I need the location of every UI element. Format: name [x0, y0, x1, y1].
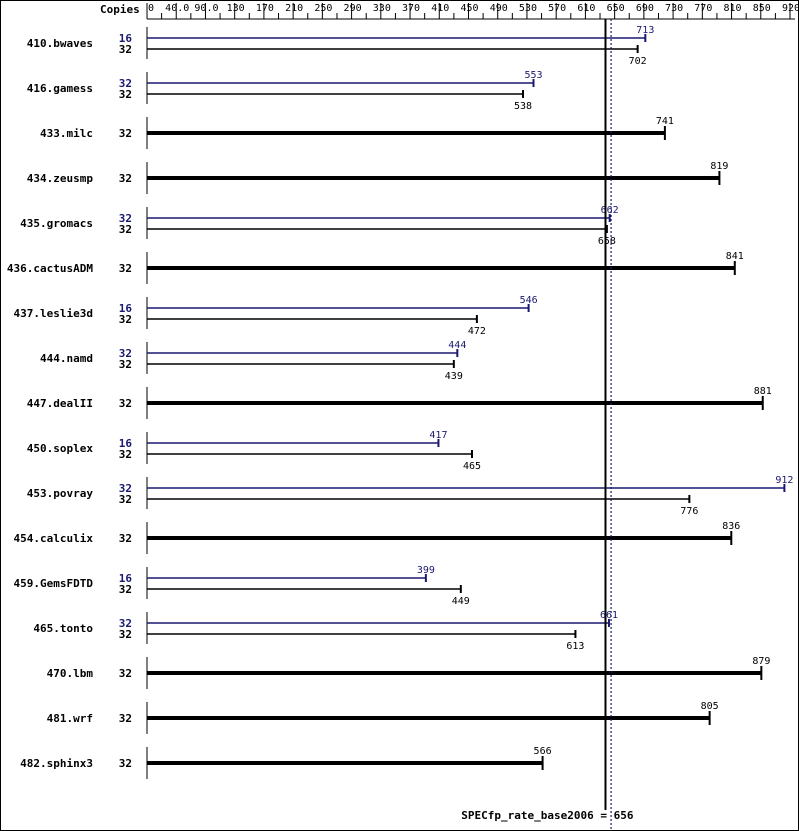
base-value-label: 836 — [722, 521, 740, 532]
base-copies: 32 — [119, 172, 132, 185]
tick-label: 530 — [519, 3, 537, 14]
base-value-label: 879 — [752, 656, 770, 667]
base-value-label: 776 — [680, 506, 698, 517]
copies-header: Copies — [100, 3, 140, 16]
tick-label: 690 — [636, 3, 654, 14]
benchmark-name: 437.leslie3d — [14, 307, 93, 320]
peak-copies: 32 — [119, 617, 132, 630]
base-value-label: 805 — [701, 701, 719, 712]
tick-label: 0 — [148, 3, 154, 14]
peak-value-label: 399 — [417, 565, 435, 576]
benchmark-name: 453.povray — [27, 487, 94, 500]
peak-value-label: 417 — [429, 430, 447, 441]
tick-label: 570 — [548, 3, 566, 14]
peak-value-label: 553 — [524, 70, 542, 81]
peak-value-label: 444 — [448, 340, 466, 351]
tick-label: 290 — [344, 3, 362, 14]
tick-label: 210 — [285, 3, 303, 14]
base-copies: 32 — [119, 448, 132, 461]
peak-copies: 16 — [119, 572, 133, 585]
base-copies: 32 — [119, 583, 132, 596]
benchmark-name: 481.wrf — [47, 712, 93, 725]
benchmark-name: 454.calculix — [14, 532, 94, 545]
tick-label: 90.0 — [194, 3, 218, 14]
tick-label: 730 — [665, 3, 683, 14]
peak-copies: 32 — [119, 347, 132, 360]
tick-label: 410 — [431, 3, 449, 14]
peak-copies: 32 — [119, 77, 132, 90]
benchmark-name: 410.bwaves — [27, 37, 93, 50]
tick-label: 490 — [490, 3, 508, 14]
base-copies: 32 — [119, 358, 132, 371]
base-copies: 32 — [119, 712, 132, 725]
tick-label: 40.0 — [165, 3, 189, 14]
base-copies: 32 — [119, 127, 132, 140]
base-reference-label: SPECfp_rate_base2006 = 656 — [461, 809, 634, 822]
tick-label: 370 — [402, 3, 420, 14]
peak-value-label: 713 — [636, 25, 654, 36]
benchmark-name: 447.dealII — [27, 397, 93, 410]
base-value-label: 819 — [710, 161, 728, 172]
base-copies: 32 — [119, 667, 132, 680]
benchmark-name: 459.GemsFDTD — [14, 577, 94, 590]
benchmark-name: 433.milc — [40, 127, 93, 140]
tick-label: 450 — [460, 3, 478, 14]
base-value-label: 472 — [468, 326, 486, 337]
peak-copies: 16 — [119, 32, 133, 45]
base-value-label: 881 — [754, 386, 772, 397]
base-copies: 32 — [119, 313, 132, 326]
tick-label: 170 — [256, 3, 274, 14]
peak-value-label: 662 — [601, 205, 619, 216]
benchmark-name: 435.gromacs — [20, 217, 93, 230]
base-value-label: 566 — [534, 746, 552, 757]
peak-value-label: 912 — [775, 475, 793, 486]
peak-value-label: 661 — [600, 610, 618, 621]
tick-label: 650 — [607, 3, 625, 14]
base-value-label: 449 — [452, 596, 470, 607]
base-copies: 32 — [119, 397, 132, 410]
base-copies: 32 — [119, 493, 132, 506]
benchmark-name: 470.lbm — [47, 667, 94, 680]
benchmark-name: 465.tonto — [33, 622, 93, 635]
tick-label: 250 — [314, 3, 332, 14]
base-value-label: 465 — [463, 461, 481, 472]
base-copies: 32 — [119, 88, 132, 101]
peak-value-label: 546 — [520, 295, 538, 306]
peak-copies: 32 — [119, 482, 132, 495]
base-copies: 32 — [119, 628, 132, 641]
base-copies: 32 — [119, 757, 132, 770]
base-copies: 32 — [119, 532, 132, 545]
base-value-label: 702 — [629, 56, 647, 67]
tick-label: 810 — [724, 3, 742, 14]
tick-label: 850 — [753, 3, 771, 14]
base-copies: 32 — [119, 262, 132, 275]
benchmark-name: 482.sphinx3 — [20, 757, 93, 770]
base-value-label: 439 — [445, 371, 463, 382]
base-value-label: 538 — [514, 101, 532, 112]
base-value-label: 741 — [656, 116, 674, 127]
base-value-label: 613 — [566, 641, 584, 652]
peak-copies: 32 — [119, 212, 132, 225]
tick-label: 330 — [373, 3, 391, 14]
base-copies: 32 — [119, 43, 132, 56]
base-value-label: 841 — [726, 251, 744, 262]
peak-copies: 16 — [119, 437, 133, 450]
benchmark-name: 444.namd — [40, 352, 93, 365]
base-value-label: 658 — [598, 236, 616, 247]
tick-label: 610 — [577, 3, 595, 14]
peak-copies: 16 — [119, 302, 133, 315]
benchmark-name: 436.cactusADM — [7, 262, 93, 275]
tick-label: 130 — [227, 3, 245, 14]
tick-label: 770 — [694, 3, 712, 14]
base-copies: 32 — [119, 223, 132, 236]
benchmark-name: 450.soplex — [27, 442, 94, 455]
benchmark-name: 434.zeusmp — [27, 172, 94, 185]
benchmark-name: 416.gamess — [27, 82, 93, 95]
